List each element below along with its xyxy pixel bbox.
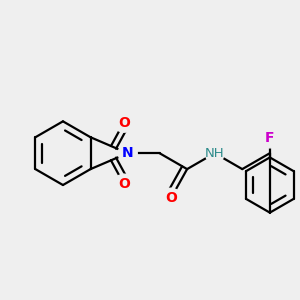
Text: O: O bbox=[118, 116, 130, 130]
Circle shape bbox=[260, 129, 279, 148]
Text: N: N bbox=[122, 146, 134, 160]
Circle shape bbox=[114, 174, 133, 193]
Text: O: O bbox=[118, 177, 130, 191]
Text: O: O bbox=[165, 191, 177, 205]
Circle shape bbox=[205, 144, 224, 163]
Text: NH: NH bbox=[205, 147, 224, 160]
Circle shape bbox=[162, 188, 181, 207]
Circle shape bbox=[118, 144, 137, 163]
Text: F: F bbox=[265, 131, 274, 145]
Circle shape bbox=[114, 113, 133, 132]
